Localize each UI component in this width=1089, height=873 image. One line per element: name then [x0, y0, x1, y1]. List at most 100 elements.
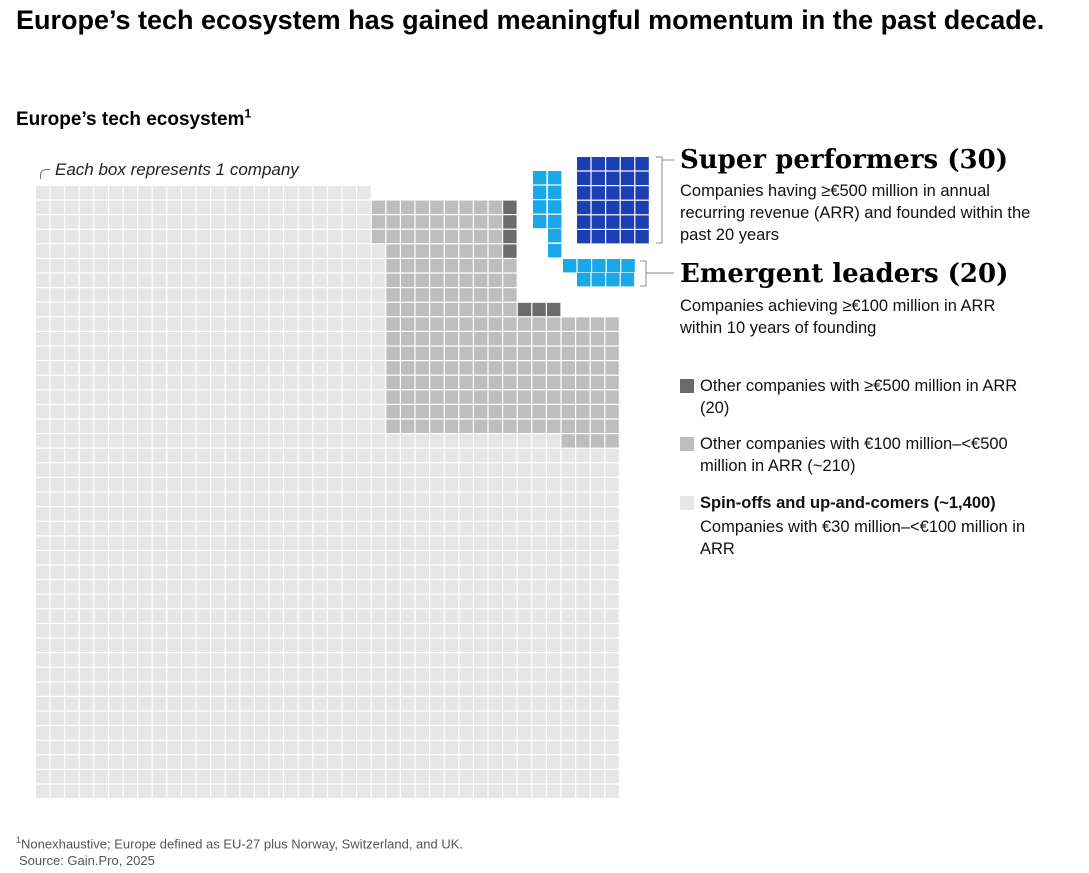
waffle-cell-other-100-500: [386, 229, 400, 244]
waffle-cell-spin-off: [255, 332, 269, 346]
waffle-cell-other-100-500: [386, 375, 400, 390]
waffle-cell-spin-off: [547, 726, 561, 740]
waffle-cell-spin-off: [590, 755, 605, 769]
waffle-cell-spin-off: [298, 332, 313, 346]
waffle-cell-spin-off: [50, 755, 64, 769]
waffle-cell-spin-off: [284, 726, 298, 740]
waffle-cell-spin-off: [284, 259, 298, 273]
waffle-cell-spin-off: [488, 478, 502, 492]
waffle-cell-emergent-leader: [533, 185, 547, 199]
waffle-cell-spin-off: [240, 332, 254, 346]
waffle-cell-spin-off: [371, 244, 386, 258]
waffle-cell-spin-off: [371, 770, 386, 784]
waffle-cell-spin-off: [240, 375, 254, 390]
waffle-cell-spin-off: [313, 317, 327, 331]
waffle-cell-other-100-500: [488, 361, 502, 375]
waffle-cell-super-performer: [577, 215, 591, 229]
waffle-cell-spin-off: [240, 609, 254, 623]
waffle-cell-spin-off: [576, 624, 590, 638]
waffle-cell-other-100-500: [605, 332, 619, 346]
waffle-cell-spin-off: [269, 229, 283, 244]
waffle-cell-spin-off: [605, 580, 619, 594]
waffle-cell-spin-off: [342, 361, 356, 375]
waffle-cell-super-performer: [606, 171, 620, 185]
waffle-cell-spin-off: [488, 609, 502, 623]
waffle-cell-spin-off: [605, 478, 619, 492]
waffle-cell-spin-off: [167, 755, 181, 769]
waffle-cell-spin-off: [532, 536, 546, 550]
waffle-cell-spin-off: [225, 667, 240, 682]
waffle-cell-spin-off: [328, 740, 342, 755]
waffle-cell-spin-off: [255, 244, 269, 258]
waffle-cell-spin-off: [240, 784, 254, 798]
waffle-cell-spin-off: [50, 346, 64, 360]
waffle-cell-spin-off: [225, 609, 240, 623]
waffle-cell-spin-off: [386, 726, 400, 740]
waffle-cell-spin-off: [488, 580, 502, 594]
waffle-cell-spin-off: [576, 492, 590, 506]
waffle-cell-spin-off: [196, 375, 210, 390]
waffle-cell-spin-off: [459, 609, 473, 623]
waffle-cell-spin-off: [298, 215, 313, 229]
waffle-cell-spin-off: [561, 682, 575, 696]
waffle-cell-super-performer: [577, 157, 591, 171]
waffle-cell-spin-off: [298, 697, 313, 711]
waffle-cell-spin-off: [211, 478, 225, 492]
waffle-cell-spin-off: [79, 478, 94, 492]
waffle-cell-spin-off: [474, 770, 488, 784]
waffle-cell-spin-off: [50, 740, 64, 755]
waffle-cell-other-100-500: [415, 405, 429, 419]
waffle-cell-spin-off: [36, 390, 50, 404]
waffle-cell-spin-off: [79, 332, 94, 346]
footnote-marker: 1: [16, 835, 22, 845]
waffle-cell-spin-off: [94, 463, 108, 477]
waffle-cell-spin-off: [430, 755, 444, 769]
waffle-cell-spin-off: [196, 332, 210, 346]
waffle-cell-spin-off: [123, 478, 137, 492]
waffle-cell-spin-off: [123, 755, 137, 769]
waffle-cell-spin-off: [109, 740, 123, 755]
waffle-cell-spin-off: [167, 273, 181, 287]
waffle-cell-spin-off: [225, 361, 240, 375]
waffle-cell-spin-off: [459, 434, 473, 448]
waffle-cell-spin-off: [342, 565, 356, 579]
waffle-cell-spin-off: [94, 667, 108, 682]
waffle-cell-spin-off: [167, 784, 181, 798]
waffle-cell-spin-off: [167, 624, 181, 638]
waffle-cell-spin-off: [196, 565, 210, 579]
waffle-cell-spin-off: [167, 682, 181, 696]
waffle-cell-spin-off: [357, 770, 371, 784]
waffle-cell-spin-off: [225, 740, 240, 755]
waffle-cell-spin-off: [94, 200, 108, 214]
waffle-cell-other-100-500: [547, 332, 561, 346]
waffle-cell-spin-off: [517, 580, 532, 594]
waffle-cell-spin-off: [79, 770, 94, 784]
waffle-cell-spin-off: [36, 580, 50, 594]
waffle-cell-super-performer: [577, 200, 591, 215]
waffle-cell-spin-off: [65, 624, 79, 638]
waffle-cell-spin-off: [342, 478, 356, 492]
waffle-cell-spin-off: [196, 186, 210, 200]
waffle-cell-spin-off: [561, 507, 575, 521]
waffle-cell-spin-off: [36, 536, 50, 550]
waffle-cell-spin-off: [79, 507, 94, 521]
waffle-cell-other-100-500: [474, 317, 488, 331]
waffle-cell-spin-off: [182, 229, 196, 244]
waffle-cell-spin-off: [298, 244, 313, 258]
waffle-cell-super-performer: [577, 230, 591, 244]
waffle-cell-emergent-leader: [606, 273, 620, 287]
waffle-cell-spin-off: [138, 405, 152, 419]
waffle-cell-spin-off: [138, 697, 152, 711]
waffle-cell-spin-off: [123, 726, 137, 740]
waffle-cell-other-100-500: [430, 317, 444, 331]
waffle-cell-other-100-500: [459, 302, 473, 317]
waffle-cell-spin-off: [342, 434, 356, 448]
waffle-cell-spin-off: [138, 755, 152, 769]
waffle-cell-spin-off: [109, 565, 123, 579]
waffle-cell-spin-off: [65, 740, 79, 755]
waffle-cell-spin-off: [503, 682, 517, 696]
waffle-cell-spin-off: [313, 697, 327, 711]
waffle-cell-spin-off: [371, 492, 386, 506]
waffle-cell-spin-off: [196, 770, 210, 784]
